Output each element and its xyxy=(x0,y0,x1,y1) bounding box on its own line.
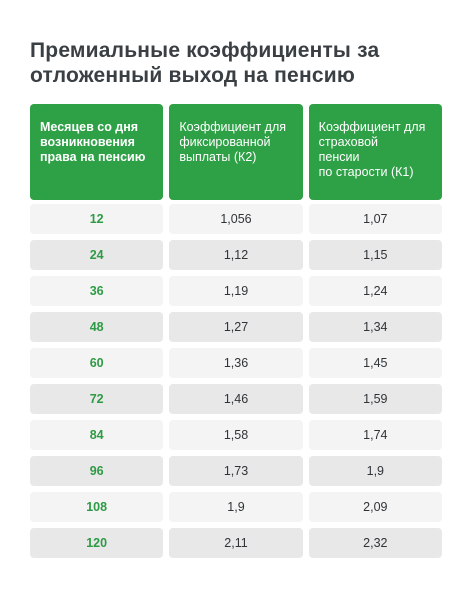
months-cell: 108 xyxy=(30,492,164,522)
page-title-line-2: отложенный выход на пенсию xyxy=(30,64,355,87)
table-header-row: Месяцев со дня возникновения права на пе… xyxy=(30,104,442,200)
k2-cell: 1,73 xyxy=(169,456,303,486)
header-months: Месяцев со дня возникновения права на пе… xyxy=(30,104,164,200)
k1-cell: 1,74 xyxy=(308,420,442,450)
months-cell: 12 xyxy=(30,204,164,234)
k1-cell: 1,9 xyxy=(308,456,442,486)
k1-cell: 1,24 xyxy=(308,276,442,306)
header-k1: Коэффициент для страховой пенсии по стар… xyxy=(308,104,442,200)
months-cell: 48 xyxy=(30,312,164,342)
header-k1-line: Коэффициент для xyxy=(318,120,426,134)
header-k2-line: фиксированной xyxy=(179,135,271,149)
k2-cell: 1,27 xyxy=(169,312,303,342)
k2-cell: 1,36 xyxy=(169,348,303,378)
k2-cell: 1,12 xyxy=(169,240,303,270)
table-row: 72 1,46 1,59 xyxy=(30,384,442,414)
header-k1-line: страховой xyxy=(318,135,379,149)
header-k2: Коэффициент для фиксированной выплаты (К… xyxy=(169,104,303,200)
page-title: Премиальные коэффициенты за отложенный в… xyxy=(30,38,450,88)
k2-cell: 1,46 xyxy=(169,384,303,414)
k1-cell: 2,32 xyxy=(308,528,442,558)
table-row: 12 1,056 1,07 xyxy=(30,204,442,234)
header-k1-line: по старости (К1) xyxy=(318,165,414,179)
table-row: 84 1,58 1,74 xyxy=(30,420,442,450)
k2-cell: 1,9 xyxy=(169,492,303,522)
k1-cell: 1,07 xyxy=(308,204,442,234)
k1-cell: 1,15 xyxy=(308,240,442,270)
k2-cell: 1,58 xyxy=(169,420,303,450)
coefficients-table: Месяцев со дня возникновения права на пе… xyxy=(30,104,442,564)
months-cell: 96 xyxy=(30,456,164,486)
k2-cell: 1,19 xyxy=(169,276,303,306)
table-row: 120 2,11 2,32 xyxy=(30,528,442,558)
k1-cell: 1,34 xyxy=(308,312,442,342)
table-row: 24 1,12 1,15 xyxy=(30,240,442,270)
months-cell: 72 xyxy=(30,384,164,414)
months-cell: 120 xyxy=(30,528,164,558)
header-k1-line: пенсии xyxy=(318,150,360,164)
k2-cell: 2,11 xyxy=(169,528,303,558)
table-row: 96 1,73 1,9 xyxy=(30,456,442,486)
months-cell: 36 xyxy=(30,276,164,306)
page-title-line-1: Премиальные коэффициенты за xyxy=(30,39,380,62)
months-cell: 60 xyxy=(30,348,164,378)
table-row: 48 1,27 1,34 xyxy=(30,312,442,342)
k1-cell: 1,59 xyxy=(308,384,442,414)
k1-cell: 2,09 xyxy=(308,492,442,522)
k1-cell: 1,45 xyxy=(308,348,442,378)
table-row: 108 1,9 2,09 xyxy=(30,492,442,522)
k2-cell: 1,056 xyxy=(169,204,303,234)
header-k2-line: Коэффициент для xyxy=(179,120,287,134)
header-months-line: Месяцев со дня xyxy=(40,120,139,134)
months-cell: 84 xyxy=(30,420,164,450)
table-row: 60 1,36 1,45 xyxy=(30,348,442,378)
header-k2-line: выплаты (К2) xyxy=(179,150,257,164)
header-months-line: права на пенсию xyxy=(40,150,146,164)
table-row: 36 1,19 1,24 xyxy=(30,276,442,306)
months-cell: 24 xyxy=(30,240,164,270)
header-months-line: возникновения xyxy=(40,135,135,149)
